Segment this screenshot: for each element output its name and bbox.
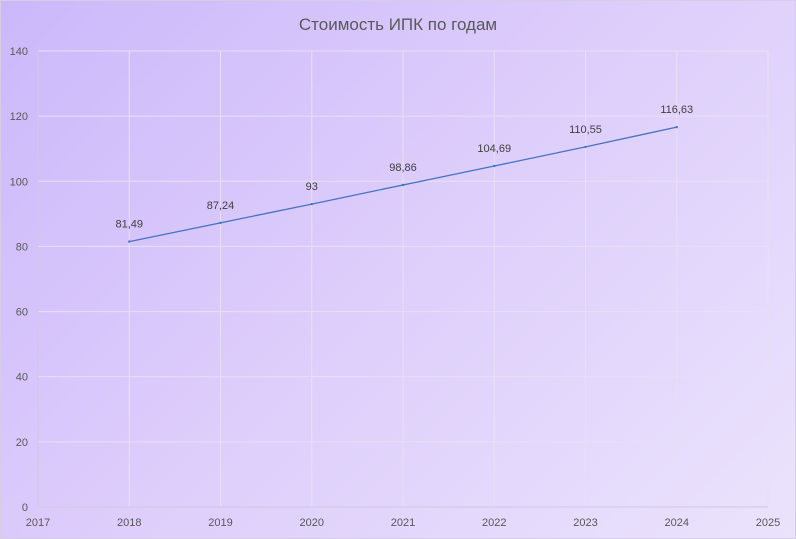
- axes: 0 20 40 60 80 100 120 140 2017 2018 2019 2020 2021 20…: [10, 46, 781, 529]
- chart-title: Стоимость ИПК по годам: [299, 15, 497, 34]
- series-layer: [128, 125, 678, 243]
- data-point: [401, 183, 405, 187]
- data-point: [310, 202, 313, 206]
- data-label: 104,69: [477, 143, 511, 155]
- data-point: [675, 125, 678, 129]
- y-tick-label: 80: [16, 241, 28, 253]
- x-tick-label: 2019: [208, 517, 232, 529]
- y-tick-label: 120: [10, 111, 28, 123]
- x-tick-label: 2022: [482, 517, 506, 529]
- x-tick-label: 2021: [391, 517, 415, 529]
- x-tick-label: 2017: [26, 517, 50, 529]
- gridlines: [38, 50, 769, 507]
- x-tick-label: 2018: [117, 517, 141, 529]
- data-label: 93: [306, 181, 318, 193]
- data-labels: 81,49 87,24 93 98,86 104,69 110,55 116,63: [115, 104, 693, 230]
- y-tick-label: 0: [22, 502, 28, 514]
- data-label: 98,86: [389, 162, 417, 174]
- y-tick-label: 20: [16, 437, 28, 449]
- y-tick-label: 140: [10, 46, 28, 58]
- data-label: 110,55: [569, 124, 602, 136]
- data-label: 87,24: [207, 200, 235, 212]
- data-point: [584, 145, 587, 149]
- y-tick-label: 100: [10, 176, 28, 188]
- y-tick-label: 60: [16, 307, 28, 319]
- x-tick-label: 2024: [665, 517, 689, 529]
- x-tick-label: 2020: [300, 517, 324, 529]
- data-point: [128, 240, 131, 243]
- data-label: 116,63: [660, 104, 693, 116]
- data-label: 81,49: [115, 219, 143, 231]
- data-point: [219, 221, 222, 225]
- data-point: [493, 164, 496, 168]
- x-tick-label: 2023: [573, 517, 597, 529]
- x-tick-label: 2025: [756, 517, 780, 529]
- y-tick-label: 40: [16, 372, 28, 384]
